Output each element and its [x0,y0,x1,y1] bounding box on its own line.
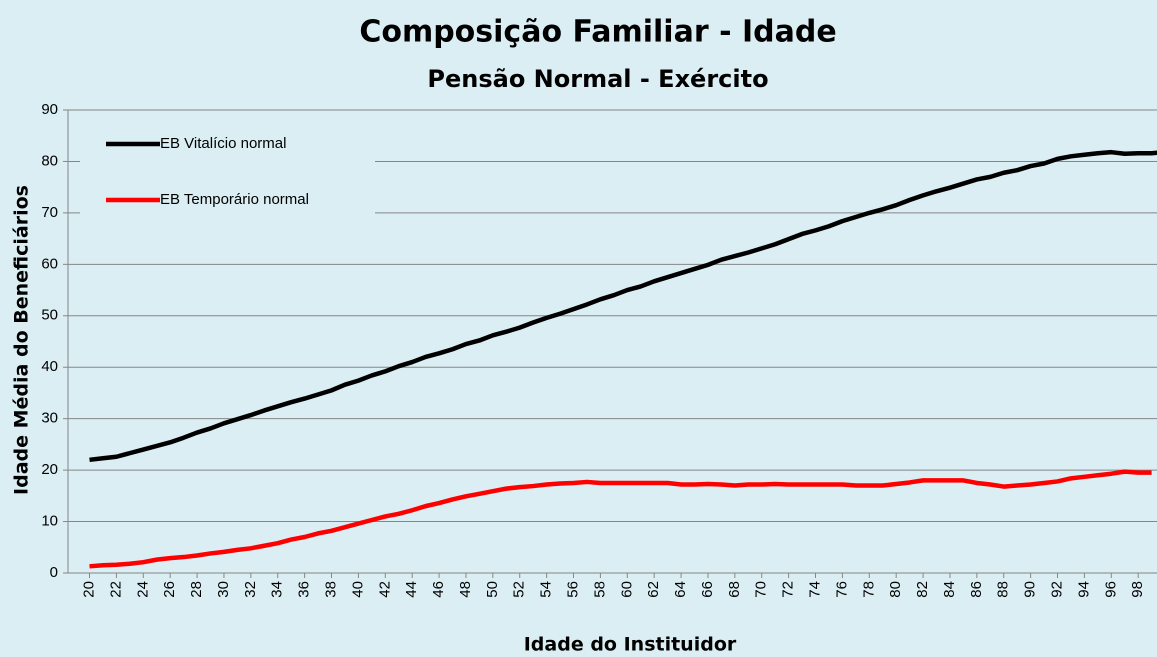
line-series [89,469,1152,569]
chart-subtitle: Pensão Normal - Exército [427,65,768,93]
x-tick-label: 26 [161,581,178,598]
x-tick-label: 38 [322,581,339,598]
legend-box [80,120,375,232]
y-tick-label: 50 [41,307,58,324]
chart-title: Composição Familiar - Idade [359,15,836,50]
x-tick-label: 34 [269,581,286,598]
line-series [89,149,1157,463]
x-tick-label: 22 [107,581,124,598]
legend-label: EB Vitalício normal [160,135,286,152]
x-tick-label: 76 [833,581,850,598]
y-tick-label: 70 [41,204,58,221]
x-tick-label: 46 [430,581,447,598]
y-tick-label: 30 [41,410,58,427]
x-tick-label: 74 [806,581,823,598]
x-tick-label: 98 [1129,581,1146,598]
x-tick-label: 48 [457,581,474,598]
x-tick-label: 40 [349,581,366,598]
x-tick-label: 24 [134,581,151,598]
y-tick-label: 0 [50,564,58,581]
x-tick-label: 30 [215,581,232,598]
x-tick-label: 72 [780,581,797,598]
x-tick-label: 94 [1075,581,1092,598]
x-tick-label: 28 [188,581,205,598]
y-tick-label: 20 [41,461,58,478]
x-tick-label: 64 [672,581,689,598]
x-tick-label: 96 [1102,581,1119,598]
y-tick-label: 90 [41,101,58,118]
x-tick-label: 20 [80,581,97,598]
x-tick-label: 70 [753,581,770,598]
x-tick-label: 88 [995,581,1012,598]
y-tick-label: 60 [41,255,58,272]
x-tick-label: 82 [914,581,931,598]
x-tick-label: 32 [242,581,259,598]
x-tick-label: 44 [403,581,420,598]
x-tick-label: 58 [591,581,608,598]
x-tick-label: 92 [1048,581,1065,598]
x-tick-label: 62 [645,581,662,598]
x-tick-label: 80 [887,581,904,598]
x-tick-label: 50 [484,581,501,598]
x-tick-label: 90 [1022,581,1039,598]
y-axis-label: Idade Média do Beneficiários [11,185,33,495]
x-tick-label: 66 [699,581,716,598]
y-tick-label: 80 [41,152,58,169]
x-tick-label: 36 [296,581,313,598]
x-tick-label: 84 [941,581,958,598]
x-tick-label: 78 [860,581,877,598]
x-tick-label: 56 [564,581,581,598]
y-tick-label: 40 [41,358,58,375]
y-tick-label: 10 [41,513,58,530]
legend-label: EB Temporário normal [160,191,309,208]
x-axis-label: Idade do Instituidor [524,634,737,656]
x-tick-label: 54 [538,581,555,598]
x-tick-label: 52 [511,581,528,598]
x-tick-label: 60 [618,581,635,598]
x-tick-label: 42 [376,581,393,598]
x-tick-label: 68 [726,581,743,598]
x-tick-label: 86 [968,581,985,598]
